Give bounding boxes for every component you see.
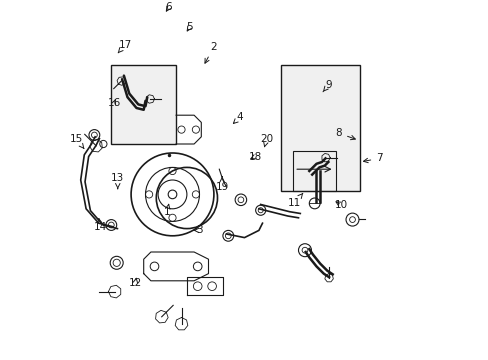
Text: 3: 3 bbox=[193, 225, 203, 235]
Text: 11: 11 bbox=[287, 193, 302, 208]
Text: 17: 17 bbox=[118, 40, 131, 53]
Text: 1: 1 bbox=[163, 204, 170, 217]
Bar bbox=[280, 65, 359, 191]
Text: 10: 10 bbox=[334, 200, 347, 210]
Text: 14: 14 bbox=[94, 219, 107, 232]
Text: 6: 6 bbox=[165, 2, 172, 12]
Text: 5: 5 bbox=[186, 22, 193, 32]
Text: 12: 12 bbox=[128, 278, 142, 288]
Text: 9: 9 bbox=[323, 80, 332, 92]
Text: 13: 13 bbox=[111, 173, 124, 189]
Bar bbox=[292, 151, 336, 191]
Text: 2: 2 bbox=[204, 42, 217, 63]
Bar bbox=[111, 65, 176, 144]
Text: 8: 8 bbox=[335, 128, 355, 140]
Text: 20: 20 bbox=[260, 134, 273, 147]
Text: 19: 19 bbox=[215, 177, 228, 192]
Text: 15: 15 bbox=[69, 134, 84, 149]
Text: 7: 7 bbox=[363, 153, 382, 163]
Text: 16: 16 bbox=[107, 98, 121, 108]
Text: 18: 18 bbox=[248, 152, 262, 162]
Text: 4: 4 bbox=[233, 112, 243, 123]
